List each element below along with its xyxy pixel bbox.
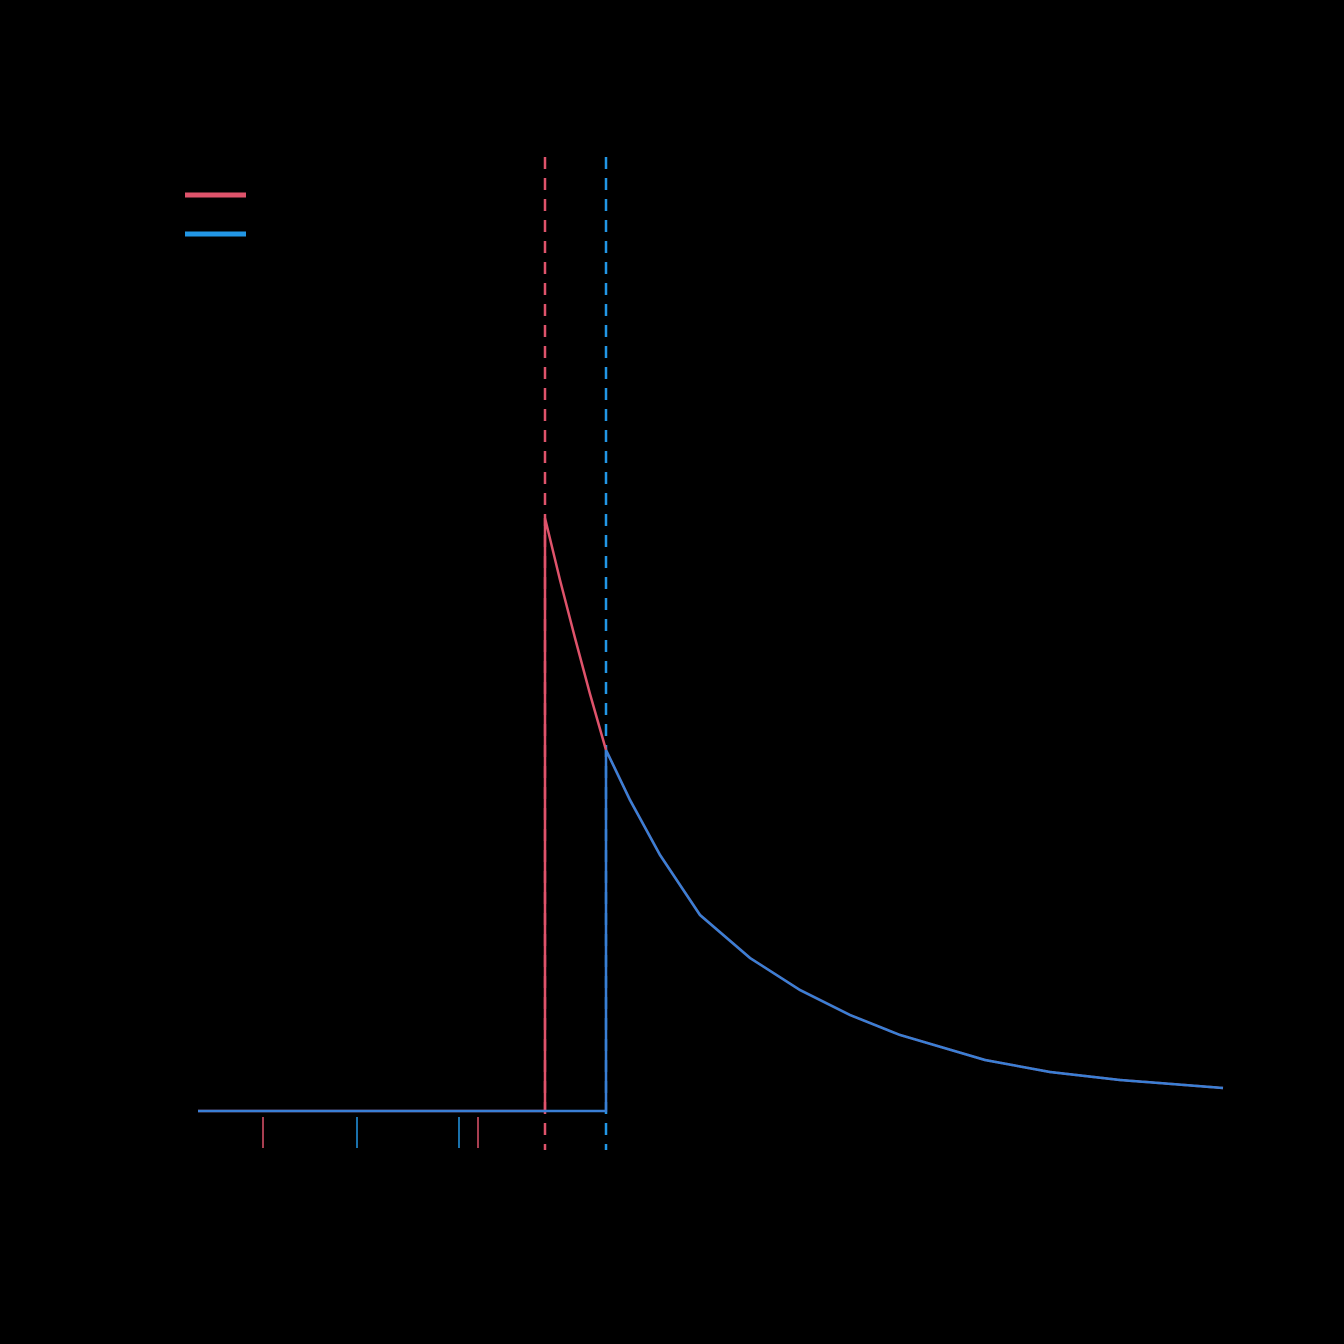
rug [262, 1117, 479, 1148]
legend [185, 192, 246, 237]
density-curve-series-2 [198, 749, 1224, 1113]
